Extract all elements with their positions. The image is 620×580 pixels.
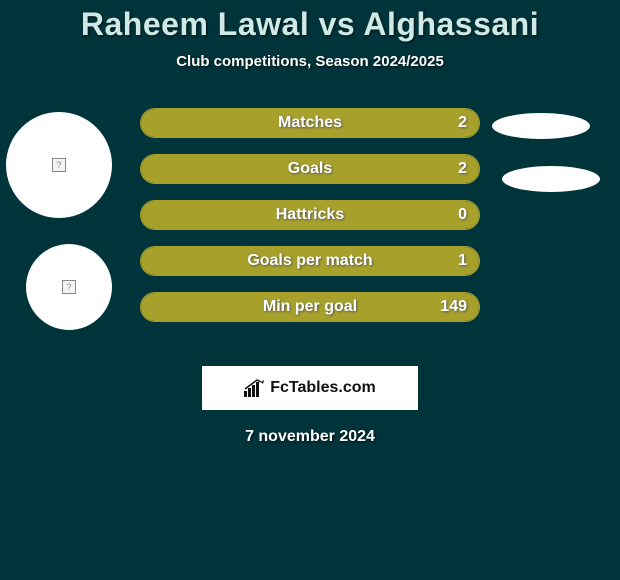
bar-value: 149 <box>440 293 467 321</box>
bar-value: 2 <box>458 109 467 137</box>
page-title: Raheem Lawal vs Alghassani <box>0 6 620 43</box>
bar-row: Goals2 <box>140 154 480 184</box>
bar-value: 1 <box>458 247 467 275</box>
bar-label: Hattricks <box>141 201 479 229</box>
generation-date: 7 november 2024 <box>0 428 620 446</box>
bar-label: Goals <box>141 155 479 183</box>
bar-row: Matches2 <box>140 108 480 138</box>
brand-chart-icon <box>244 379 266 397</box>
image-placeholder-icon: ? <box>52 158 66 172</box>
brand-label: FcTables.com <box>270 379 376 397</box>
bubble-2 <box>502 166 600 192</box>
bar-label: Min per goal <box>141 293 479 321</box>
bar-label: Goals per match <box>141 247 479 275</box>
bar-row: Hattricks0 <box>140 200 480 230</box>
player-1-avatar: ? <box>6 112 112 218</box>
bar-value: 0 <box>458 201 467 229</box>
image-placeholder-icon: ? <box>62 280 76 294</box>
brand-badge: FcTables.com <box>202 366 418 410</box>
bar-row: Goals per match1 <box>140 246 480 276</box>
bar-label: Matches <box>141 109 479 137</box>
page-subtitle: Club competitions, Season 2024/2025 <box>0 53 620 70</box>
infographic-root: Raheem Lawal vs Alghassani Club competit… <box>0 0 620 580</box>
bubble-1 <box>492 113 590 139</box>
player-2-avatar: ? <box>26 244 112 330</box>
bar-value: 2 <box>458 155 467 183</box>
bars-container: Matches2Goals2Hattricks0Goals per match1… <box>140 108 480 338</box>
bar-row: Min per goal149 <box>140 292 480 322</box>
comparison-chart: ? ? Matches2Goals2Hattricks0Goals per ma… <box>0 108 620 348</box>
